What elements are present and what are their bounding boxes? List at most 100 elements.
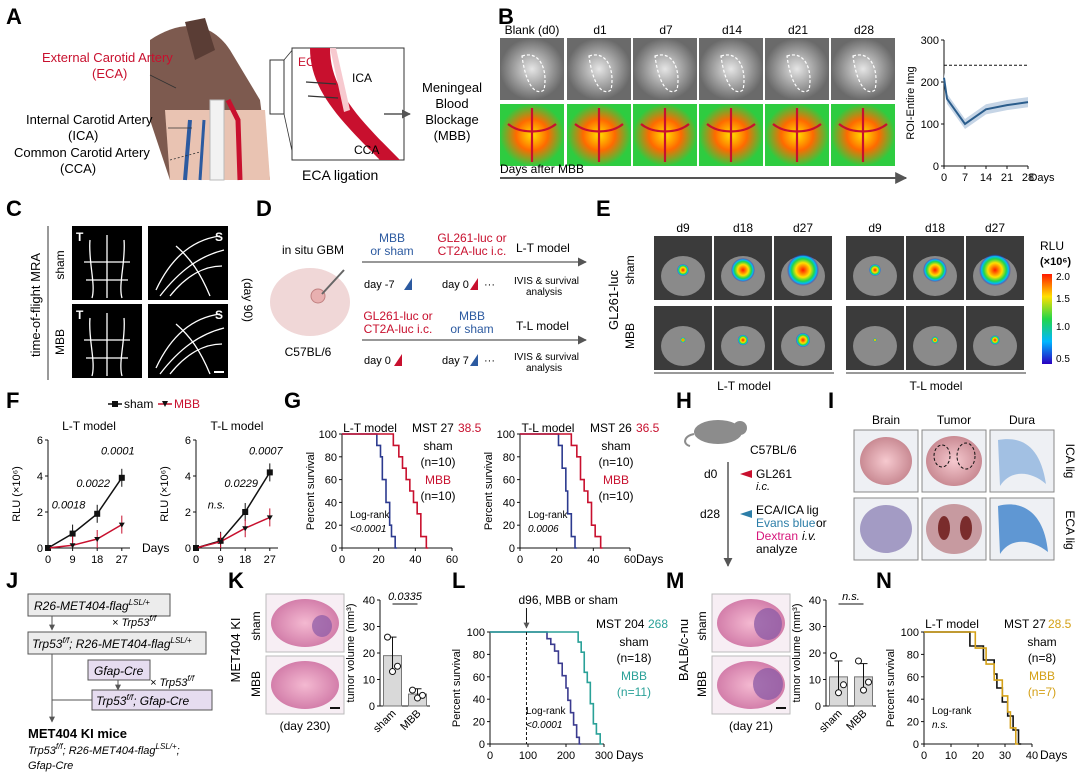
b-heatmap-vessels bbox=[640, 108, 690, 162]
panel-label-m: M bbox=[666, 568, 684, 593]
d-lt-ellipsis: ··· bbox=[484, 279, 495, 291]
e-scale-2: 1.0 bbox=[1056, 322, 1070, 333]
f-pvalue: 0.0229 bbox=[224, 478, 258, 490]
m-day: (day 21) bbox=[729, 719, 773, 733]
n-sham: sham bbox=[1027, 635, 1056, 649]
panel-g: 0 20 40 60 80 100 0 20 40 60 L-T model MST 27 38.5 sh… bbox=[305, 421, 663, 566]
g-x-tick-label: 40 bbox=[587, 554, 599, 566]
k-data-point bbox=[409, 686, 416, 694]
b-timepoint-headers: Blank (d0) d1 d7 d14 d21 d28 bbox=[505, 23, 875, 37]
panel-c: time-of-flight MRA sham MBB T S T S (day… bbox=[28, 226, 255, 380]
j-box1 bbox=[27, 593, 171, 617]
g-logrank: Log-rank bbox=[350, 510, 390, 521]
panel-label-g: G bbox=[284, 388, 301, 413]
d-in-situ: in situ GBM bbox=[282, 243, 344, 257]
e-ivis-grid: d9 d18 d27 d9 d18 d27 bbox=[654, 221, 1024, 370]
i-col-tumor: Tumor bbox=[937, 413, 971, 427]
d-tl-mbb-marker bbox=[470, 354, 478, 366]
l-y-label: Percent survival bbox=[451, 649, 463, 727]
h-mouse-icon bbox=[694, 420, 742, 444]
e-mouse-body bbox=[853, 326, 897, 366]
f-x-tick-label: 18 bbox=[91, 554, 103, 566]
g-mbb-curve bbox=[342, 433, 429, 549]
e-mouse-body bbox=[973, 326, 1017, 366]
rat-snout bbox=[185, 18, 215, 60]
g-sham-label: sham bbox=[423, 439, 452, 453]
k-y-tick-label: 20 bbox=[363, 648, 375, 660]
g-title: T-L model bbox=[522, 421, 575, 435]
g-mbb-label: MBB bbox=[603, 473, 629, 487]
d-tl-model: T-L model bbox=[516, 319, 569, 333]
i-dura-ica-tissue bbox=[998, 439, 1046, 486]
f-pvalue: n.s. bbox=[208, 499, 226, 511]
h-iv: i.v. bbox=[802, 529, 816, 543]
e-luminescence-signal bbox=[869, 264, 881, 276]
n-mst-mbb: 28.5 bbox=[1048, 617, 1072, 631]
h-mouse-head bbox=[733, 421, 747, 435]
e-day-header: d18 bbox=[733, 221, 753, 235]
panel-n: 0 20 40 60 80 100 0 10 20 30 40 L-T model MST 27 28.5… bbox=[885, 617, 1072, 762]
e-luminescence-signal bbox=[731, 258, 755, 282]
n-title: L-T model bbox=[925, 617, 979, 631]
b-heatmap-vessels bbox=[507, 108, 557, 162]
i-tumor-ica-outline-2 bbox=[956, 442, 976, 470]
h-mouse-tail bbox=[684, 433, 695, 447]
g-y-tick-label: 80 bbox=[325, 452, 337, 464]
k-vlabel: MET404 KI bbox=[228, 617, 243, 682]
f-pvalue: 0.0001 bbox=[101, 445, 135, 457]
inset-ica-label: ICA bbox=[352, 71, 372, 85]
l-x-tick-label: 300 bbox=[595, 750, 613, 762]
n-y-tick-label: 60 bbox=[907, 672, 919, 684]
g-logrank-p: 0.0006 bbox=[528, 524, 559, 535]
j-box4-text: Trp53f/f; Gfap-Cre bbox=[96, 693, 189, 708]
d-tl-ivis1: IVIS & survival bbox=[514, 352, 579, 363]
m-y-label: tumor volume (mm³) bbox=[791, 603, 803, 702]
f-legend-sham: sham bbox=[124, 397, 153, 411]
b-y-tick-label: 200 bbox=[921, 77, 939, 89]
g-n-sham: (n=10) bbox=[420, 455, 455, 469]
m-data-point bbox=[835, 689, 842, 697]
ligature-2 bbox=[307, 95, 339, 99]
panel-label-h: H bbox=[676, 388, 692, 413]
m-x-tick-label: MBB bbox=[844, 708, 869, 733]
e-scale-3: 0.5 bbox=[1056, 354, 1070, 365]
l-y-tick-label: 20 bbox=[473, 717, 485, 729]
inset-ica-branch bbox=[330, 48, 350, 112]
c-row-sham: sham bbox=[53, 250, 67, 279]
m-he-mbb-tumor bbox=[753, 668, 783, 700]
k-y-tick-label: 0 bbox=[369, 701, 375, 713]
d-lt-a2: or sham bbox=[370, 244, 413, 258]
e-luminescence-signal bbox=[737, 334, 749, 346]
i-row-ica: ICA lig bbox=[1063, 444, 1077, 479]
k-y-label: tumor volume (mm³) bbox=[345, 603, 357, 702]
m-data-point bbox=[855, 657, 862, 665]
n-y-label: Percent survival bbox=[885, 649, 897, 727]
d-tl-tumor-marker bbox=[394, 354, 402, 366]
m-he-sham-tumor bbox=[754, 608, 782, 640]
c-vertical-label: time-of-flight MRA bbox=[28, 253, 43, 357]
f-x-tick-label: 0 bbox=[45, 554, 51, 566]
d-lt-b1: GL261-luc or bbox=[437, 231, 506, 245]
g-x-tick-label: 0 bbox=[517, 554, 523, 566]
b-image-grid bbox=[500, 38, 895, 166]
panel-label-e: E bbox=[596, 196, 611, 221]
i-col-brain: Brain bbox=[872, 413, 900, 427]
k-he-mbb-tissue bbox=[271, 661, 339, 709]
panel-l: 0 20 40 60 80 100 0 100 200 300 d96, MBB or sham MS… bbox=[451, 593, 668, 762]
n-x-label: Days bbox=[1040, 748, 1067, 762]
e-row-sham: sham bbox=[623, 255, 637, 284]
j-box3-text: Gfap-Cre bbox=[94, 664, 144, 678]
ligation-label: ECA ligation bbox=[302, 167, 378, 183]
i-tumor-eca-lesion-2 bbox=[960, 516, 972, 540]
l-y-tick-label: 40 bbox=[473, 694, 485, 706]
e-rlu: RLU bbox=[1040, 239, 1064, 253]
c-corner-s2: S bbox=[215, 308, 223, 322]
l-x-tick-label: 200 bbox=[557, 750, 575, 762]
panel-label-n: N bbox=[876, 568, 892, 593]
l-x-tick-label: 100 bbox=[519, 750, 537, 762]
panel-e: GL261-luc sham MBB d9 d18 d27 d9 d18 d27 RLU … bbox=[606, 221, 1071, 393]
b-y-label: ROI-Entire Img bbox=[905, 66, 917, 139]
ica-label: Internal Carotid Artery bbox=[26, 112, 153, 127]
f-pvalue: 0.0018 bbox=[52, 499, 87, 511]
b-gray-image bbox=[699, 38, 763, 100]
